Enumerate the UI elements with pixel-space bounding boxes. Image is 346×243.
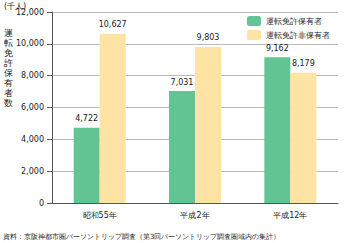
svg-text:9,803: 9,803 (197, 33, 220, 42)
svg-text:9,162: 9,162 (266, 44, 289, 53)
svg-text:12,000: 12,000 (16, 8, 44, 17)
svg-text:者: 者 (4, 88, 13, 98)
svg-text:4,000: 4,000 (21, 135, 44, 144)
svg-text:4,722: 4,722 (75, 114, 98, 123)
svg-text:平成2年: 平成2年 (180, 211, 209, 220)
svg-text:免: 免 (4, 48, 13, 58)
svg-text:平成12年: 平成12年 (273, 211, 307, 220)
svg-text:2,000: 2,000 (21, 167, 44, 176)
svg-text:10,000: 10,000 (16, 39, 44, 48)
svg-text:資料：京阪神都市圏パーソントリップ調査（第3回パーソントリッ: 資料：京阪神都市圏パーソントリップ調査（第3回パーソントリップ調査圏域内の集計） (3, 233, 280, 241)
svg-text:7,031: 7,031 (171, 78, 194, 87)
svg-text:10,627: 10,627 (99, 20, 127, 29)
svg-text:保: 保 (4, 68, 13, 78)
svg-text:運転免許保有者: 運転免許保有者 (266, 17, 322, 26)
svg-text:0: 0 (39, 199, 44, 208)
svg-text:6,000: 6,000 (21, 103, 44, 112)
svg-text:数: 数 (4, 98, 13, 108)
svg-text:有: 有 (4, 78, 13, 88)
svg-text:昭和55年: 昭和55年 (83, 211, 117, 220)
svg-text:許: 許 (4, 58, 13, 68)
svg-text:(千人): (千人) (4, 1, 27, 11)
svg-text:運: 運 (4, 28, 13, 38)
svg-text:8,000: 8,000 (21, 71, 44, 80)
svg-text:転: 転 (4, 38, 13, 48)
svg-text:運転免許非保有者: 運転免許非保有者 (266, 31, 330, 40)
svg-text:8,179: 8,179 (292, 59, 315, 68)
